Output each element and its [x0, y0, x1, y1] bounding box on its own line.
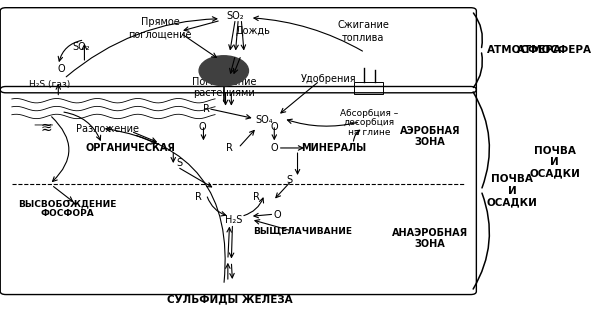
- Text: АТМОСФЕРА: АТМОСФЕРА: [517, 45, 592, 55]
- Text: МИНЕРАЛЫ: МИНЕРАЛЫ: [302, 143, 367, 153]
- Text: Сжигание: Сжигание: [337, 20, 389, 30]
- Ellipse shape: [199, 56, 248, 86]
- Text: ≋: ≋: [41, 121, 52, 135]
- Text: R: R: [203, 104, 210, 114]
- Text: ОРГАНИЧЕСКАЯ: ОРГАНИЧЕСКАЯ: [86, 143, 176, 153]
- Text: АТМОСФЕРА: АТМОСФЕРА: [487, 45, 562, 55]
- Text: O: O: [271, 143, 278, 153]
- Text: АНАЭРОБНАЯ
ЗОНА: АНАЭРОБНАЯ ЗОНА: [392, 228, 468, 249]
- Text: S: S: [176, 158, 182, 168]
- Text: поглощение: поглощение: [128, 30, 191, 39]
- Text: R: R: [226, 143, 233, 153]
- Text: Удобрения: Удобрения: [301, 74, 356, 84]
- Text: Дождь: Дождь: [235, 26, 270, 36]
- Text: ПОЧВА
И
ОСАДКИ: ПОЧВА И ОСАДКИ: [487, 174, 538, 207]
- Text: R: R: [253, 192, 260, 203]
- Text: ВЫЩЕЛАЧИВАНИЕ: ВЫЩЕЛАЧИВАНИЕ: [253, 226, 352, 235]
- Text: O: O: [274, 210, 281, 220]
- Text: Поглощение: Поглощение: [191, 77, 256, 87]
- Text: O: O: [58, 64, 65, 74]
- Text: SO₄: SO₄: [256, 114, 273, 125]
- Text: десорбция: десорбция: [343, 118, 395, 127]
- Text: O: O: [271, 122, 278, 133]
- Text: Абсорбция –: Абсорбция –: [340, 109, 398, 118]
- Text: на глине: на глине: [347, 128, 390, 137]
- Text: ВЫСВОБОЖДЕНИЕ: ВЫСВОБОЖДЕНИЕ: [18, 199, 116, 208]
- Text: R: R: [196, 192, 202, 203]
- Text: H₂S: H₂S: [225, 215, 242, 225]
- Text: S: S: [286, 176, 292, 185]
- Text: H₂S (газ): H₂S (газ): [29, 80, 70, 89]
- Text: растениями: растениями: [193, 88, 254, 98]
- Text: ФОСФОРА: ФОСФОРА: [40, 209, 94, 218]
- Text: ПОЧВА
И
ОСАДКИ: ПОЧВА И ОСАДКИ: [529, 146, 580, 179]
- Text: Разложение: Разложение: [76, 124, 139, 134]
- Text: АЭРОБНАЯ
ЗОНА: АЭРОБНАЯ ЗОНА: [400, 126, 460, 147]
- Text: O: O: [199, 122, 206, 133]
- Text: СУЛЬФИДЫ ЖЕЛЕЗА: СУЛЬФИДЫ ЖЕЛЕЗА: [167, 294, 292, 304]
- Bar: [355, 82, 383, 94]
- Text: Прямое: Прямое: [140, 17, 179, 27]
- Text: SO₂: SO₂: [227, 10, 244, 21]
- Text: топлива: топлива: [342, 33, 385, 43]
- Text: SO₂: SO₂: [73, 42, 91, 52]
